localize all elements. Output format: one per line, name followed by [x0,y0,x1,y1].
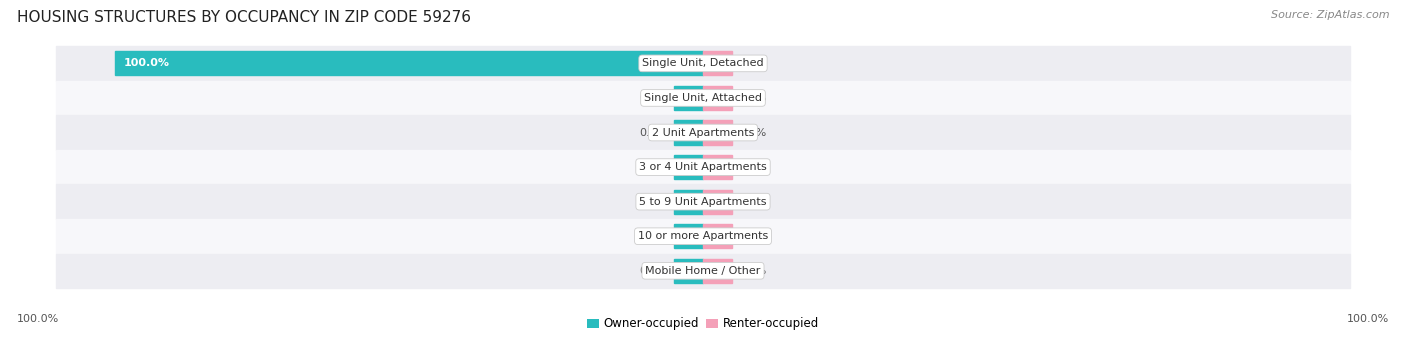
Text: 100.0%: 100.0% [1347,314,1389,324]
Bar [703,190,733,214]
Text: 100.0%: 100.0% [124,58,170,69]
Bar [56,184,1350,219]
Text: 0.0%: 0.0% [738,197,766,207]
Bar [673,259,703,283]
Bar [673,190,703,214]
Text: Source: ZipAtlas.com: Source: ZipAtlas.com [1271,10,1389,20]
Text: 0.0%: 0.0% [738,93,766,103]
Text: Mobile Home / Other: Mobile Home / Other [645,266,761,276]
Bar [703,224,733,248]
Text: 0.0%: 0.0% [738,128,766,137]
Text: 0.0%: 0.0% [738,266,766,276]
Bar [56,81,1350,115]
Text: 0.0%: 0.0% [640,128,668,137]
Bar [703,259,733,283]
Legend: Owner-occupied, Renter-occupied: Owner-occupied, Renter-occupied [582,313,824,335]
Text: 0.0%: 0.0% [640,231,668,241]
Text: 0.0%: 0.0% [640,197,668,207]
Text: 2 Unit Apartments: 2 Unit Apartments [652,128,754,137]
Bar [703,51,733,75]
Bar [673,120,703,145]
Bar [56,115,1350,150]
Text: HOUSING STRUCTURES BY OCCUPANCY IN ZIP CODE 59276: HOUSING STRUCTURES BY OCCUPANCY IN ZIP C… [17,10,471,25]
Text: 0.0%: 0.0% [640,93,668,103]
Bar [56,253,1350,288]
Bar [56,46,1350,81]
Text: 3 or 4 Unit Apartments: 3 or 4 Unit Apartments [640,162,766,172]
Text: 0.0%: 0.0% [640,266,668,276]
Text: 0.0%: 0.0% [738,162,766,172]
Text: 100.0%: 100.0% [17,314,59,324]
Text: Single Unit, Attached: Single Unit, Attached [644,93,762,103]
Text: 0.0%: 0.0% [738,231,766,241]
Bar [673,86,703,110]
Bar [673,224,703,248]
Bar [703,120,733,145]
Text: Single Unit, Detached: Single Unit, Detached [643,58,763,69]
Text: 0.0%: 0.0% [640,162,668,172]
Bar [115,51,703,75]
Bar [56,150,1350,184]
Bar [673,155,703,179]
Text: 0.0%: 0.0% [738,58,766,69]
Text: 10 or more Apartments: 10 or more Apartments [638,231,768,241]
Bar [703,86,733,110]
Bar [56,219,1350,253]
Bar [703,155,733,179]
Text: 5 to 9 Unit Apartments: 5 to 9 Unit Apartments [640,197,766,207]
